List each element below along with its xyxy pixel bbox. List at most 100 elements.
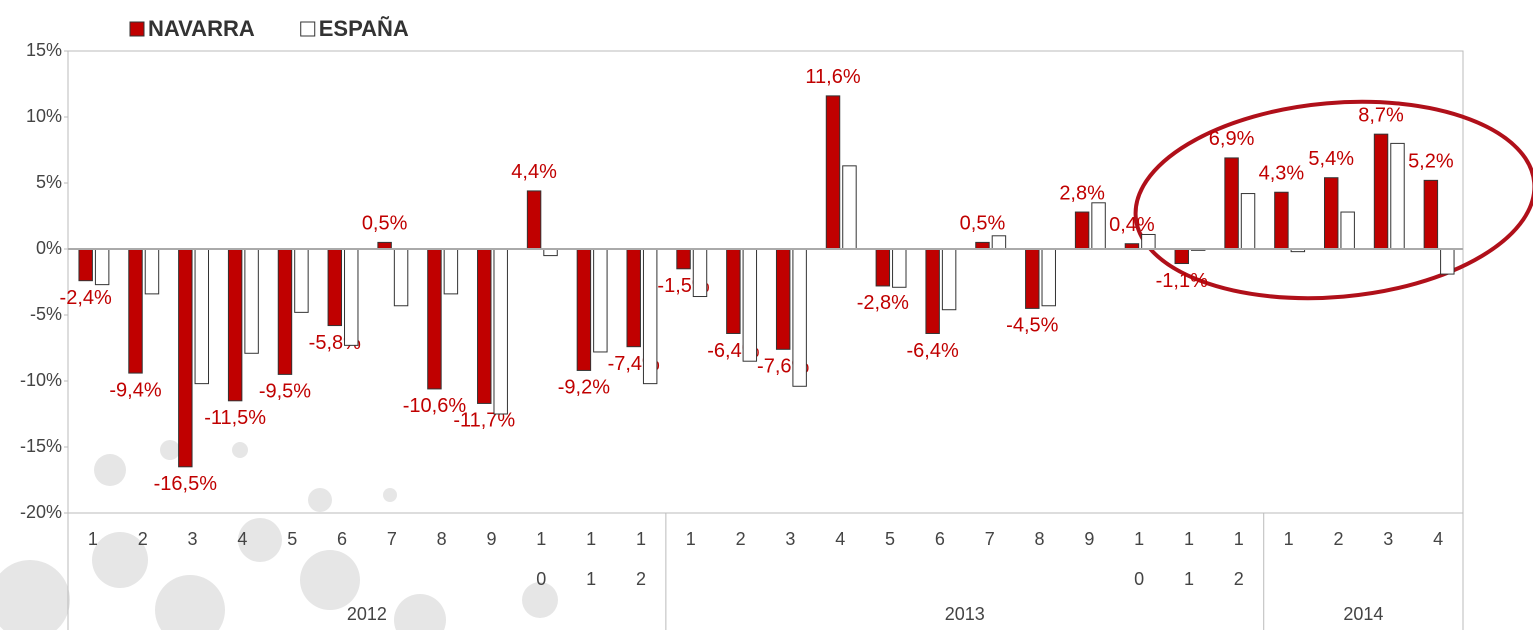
value-label: 8,7% (1358, 104, 1404, 126)
bar (775, 248, 791, 350)
highlight-ellipse (1133, 99, 1533, 301)
bar (726, 248, 741, 334)
value-label: -2,8% (857, 292, 909, 314)
bar (1373, 133, 1389, 250)
value-label: 5,2% (1408, 151, 1454, 173)
bar (327, 248, 343, 327)
x-tick-label: 3 (785, 529, 795, 549)
x-tick-label: 7 (985, 529, 995, 549)
bar (1091, 202, 1106, 250)
x-tick-label: 2 (736, 529, 746, 549)
x-tick-label: 4 (1433, 529, 1443, 549)
value-label: 0,5% (362, 213, 408, 235)
bar (144, 248, 160, 295)
bar (178, 248, 193, 468)
bar (526, 190, 542, 250)
bar (1174, 248, 1189, 265)
x-tick-label: 8 (437, 529, 447, 549)
value-label: -10,6% (403, 395, 467, 417)
x-tick-label: 5 (287, 529, 297, 549)
value-label: -9,4% (109, 379, 161, 401)
bar (393, 248, 409, 307)
bar (676, 248, 691, 270)
x-tick-label: 3 (188, 529, 198, 549)
bar (294, 248, 309, 313)
value-label: -1,1% (1156, 270, 1208, 292)
y-tick-label: 10% (26, 106, 62, 126)
bar (344, 248, 359, 346)
bar (94, 248, 110, 286)
bar (443, 248, 459, 295)
value-label: 0,5% (960, 213, 1006, 235)
y-tick-label: -20% (20, 502, 62, 522)
bar (792, 248, 807, 387)
bar (576, 248, 592, 371)
y-tick-label: 0% (36, 238, 62, 258)
bar (642, 248, 658, 385)
bar (626, 248, 641, 348)
group-label: 2012 (347, 604, 387, 624)
bar (1440, 248, 1455, 275)
bar (1224, 157, 1239, 250)
bar (742, 248, 758, 362)
bar (593, 248, 608, 353)
bar (1323, 177, 1339, 250)
legend-swatch (129, 21, 145, 37)
x-tick-label: 8 (1035, 529, 1045, 549)
x-tick-label: 5 (885, 529, 895, 549)
value-label: -2,4% (60, 287, 112, 309)
bar (842, 165, 857, 250)
plot-area (67, 50, 1464, 514)
bar (1141, 233, 1156, 250)
legend-label: ESPAÑA (319, 16, 409, 41)
value-label: 11,6% (805, 66, 860, 88)
bar (477, 248, 492, 404)
background-decoration (0, 440, 558, 630)
bar (875, 248, 891, 287)
x-tick-label: 9 (486, 529, 496, 549)
value-label: -11,7% (453, 410, 515, 432)
bar (78, 248, 93, 282)
bar (427, 248, 442, 390)
y-tick-label: -10% (20, 370, 62, 390)
bar (1274, 191, 1289, 250)
x-tick-label: 2 (1333, 529, 1343, 549)
bar (277, 248, 293, 375)
value-label: -11,5% (204, 407, 266, 429)
bar (941, 248, 957, 311)
bar (692, 248, 708, 298)
y-tick-label: 15% (26, 40, 62, 60)
x-tick-label: 1 (88, 529, 98, 549)
bar (991, 235, 1007, 250)
group-label: 2013 (945, 604, 985, 624)
value-label: 2,8% (1059, 182, 1105, 204)
bar (892, 248, 907, 288)
bar (925, 248, 940, 334)
legend-label: NAVARRA (148, 16, 255, 41)
bar (244, 248, 259, 354)
bar (1240, 193, 1256, 250)
bar (825, 95, 841, 250)
value-label: -9,5% (259, 381, 311, 403)
bar (1074, 211, 1090, 250)
x-tick-label: 1 (686, 529, 696, 549)
value-label: 0,4% (1109, 214, 1155, 236)
group-label: 2014 (1343, 604, 1383, 624)
value-label: 6,9% (1209, 128, 1255, 150)
y-tick-label: 5% (36, 172, 62, 192)
value-label: 5,4% (1308, 148, 1354, 170)
bar (1390, 142, 1405, 250)
value-label: 4,3% (1259, 163, 1305, 185)
x-tick-label: 4 (835, 529, 845, 549)
bar (128, 248, 143, 374)
y-tick-label: -15% (20, 436, 62, 456)
bar (1041, 248, 1056, 307)
value-label: 4,4% (511, 161, 557, 183)
x-tick-label: 1 (1284, 529, 1294, 549)
x-tick-label: 3 (1383, 529, 1393, 549)
